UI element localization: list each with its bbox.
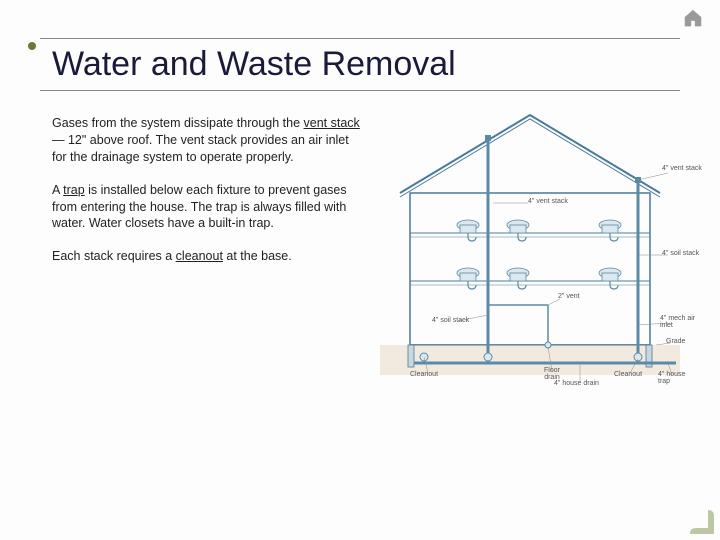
- trap-link[interactable]: trap: [63, 183, 85, 197]
- title-rule-top: [40, 38, 680, 39]
- label-mech-air: 4" mech air inlet: [660, 315, 700, 329]
- paragraph-3: Each stack requires a cleanout at the ba…: [52, 248, 360, 265]
- p3-text-a: Each stack requires a: [52, 249, 176, 263]
- label-cleanout2: Cleanout: [614, 371, 642, 378]
- p2-text-a: A: [52, 183, 63, 197]
- p3-text-b: at the base.: [223, 249, 292, 263]
- text-column: Gases from the system dissipate through …: [40, 115, 360, 395]
- label-cleanout1: Cleanout: [410, 371, 438, 378]
- paragraph-2: A trap is installed below each fixture t…: [52, 182, 360, 233]
- p2-text-b: is installed below each fixture to preve…: [52, 183, 347, 231]
- content-row: Gases from the system dissipate through …: [40, 115, 680, 395]
- home-icon[interactable]: [682, 8, 704, 28]
- vent-stack-link[interactable]: vent stack: [304, 116, 360, 130]
- paragraph-1: Gases from the system dissipate through …: [52, 115, 360, 166]
- label-soil-stack2: 4" soil stack: [432, 317, 469, 324]
- label-floor-drain: Floor drain: [538, 367, 566, 381]
- p1-text-a: Gases from the system dissipate through …: [52, 116, 304, 130]
- corner-accent-icon: [690, 510, 714, 534]
- label-vent2: 2" vent: [558, 293, 580, 300]
- slide: Water and Waste Removal Gases from the s…: [0, 0, 720, 540]
- label-vent-stack-mid: 4" vent stack: [528, 198, 568, 205]
- cleanout-link[interactable]: cleanout: [176, 249, 223, 263]
- label-soil-stack: 4" soil stack: [662, 250, 699, 257]
- house-plumbing-diagram: 4" vent stack 4" vent stack 4" soil stac…: [380, 105, 680, 395]
- label-grade: Grade: [666, 338, 685, 345]
- label-vent-stack-top: 4" vent stack: [662, 165, 702, 172]
- diagram-column: 4" vent stack 4" vent stack 4" soil stac…: [380, 115, 680, 395]
- p1-text-b: — 12" above roof. The vent stack provide…: [52, 133, 349, 164]
- page-title: Water and Waste Removal: [40, 43, 680, 90]
- label-house-trap: 4" house trap: [658, 371, 692, 385]
- title-bullet-icon: [28, 42, 36, 50]
- label-house-drain: 4" house drain: [554, 380, 599, 387]
- title-rule-bottom: [40, 90, 680, 91]
